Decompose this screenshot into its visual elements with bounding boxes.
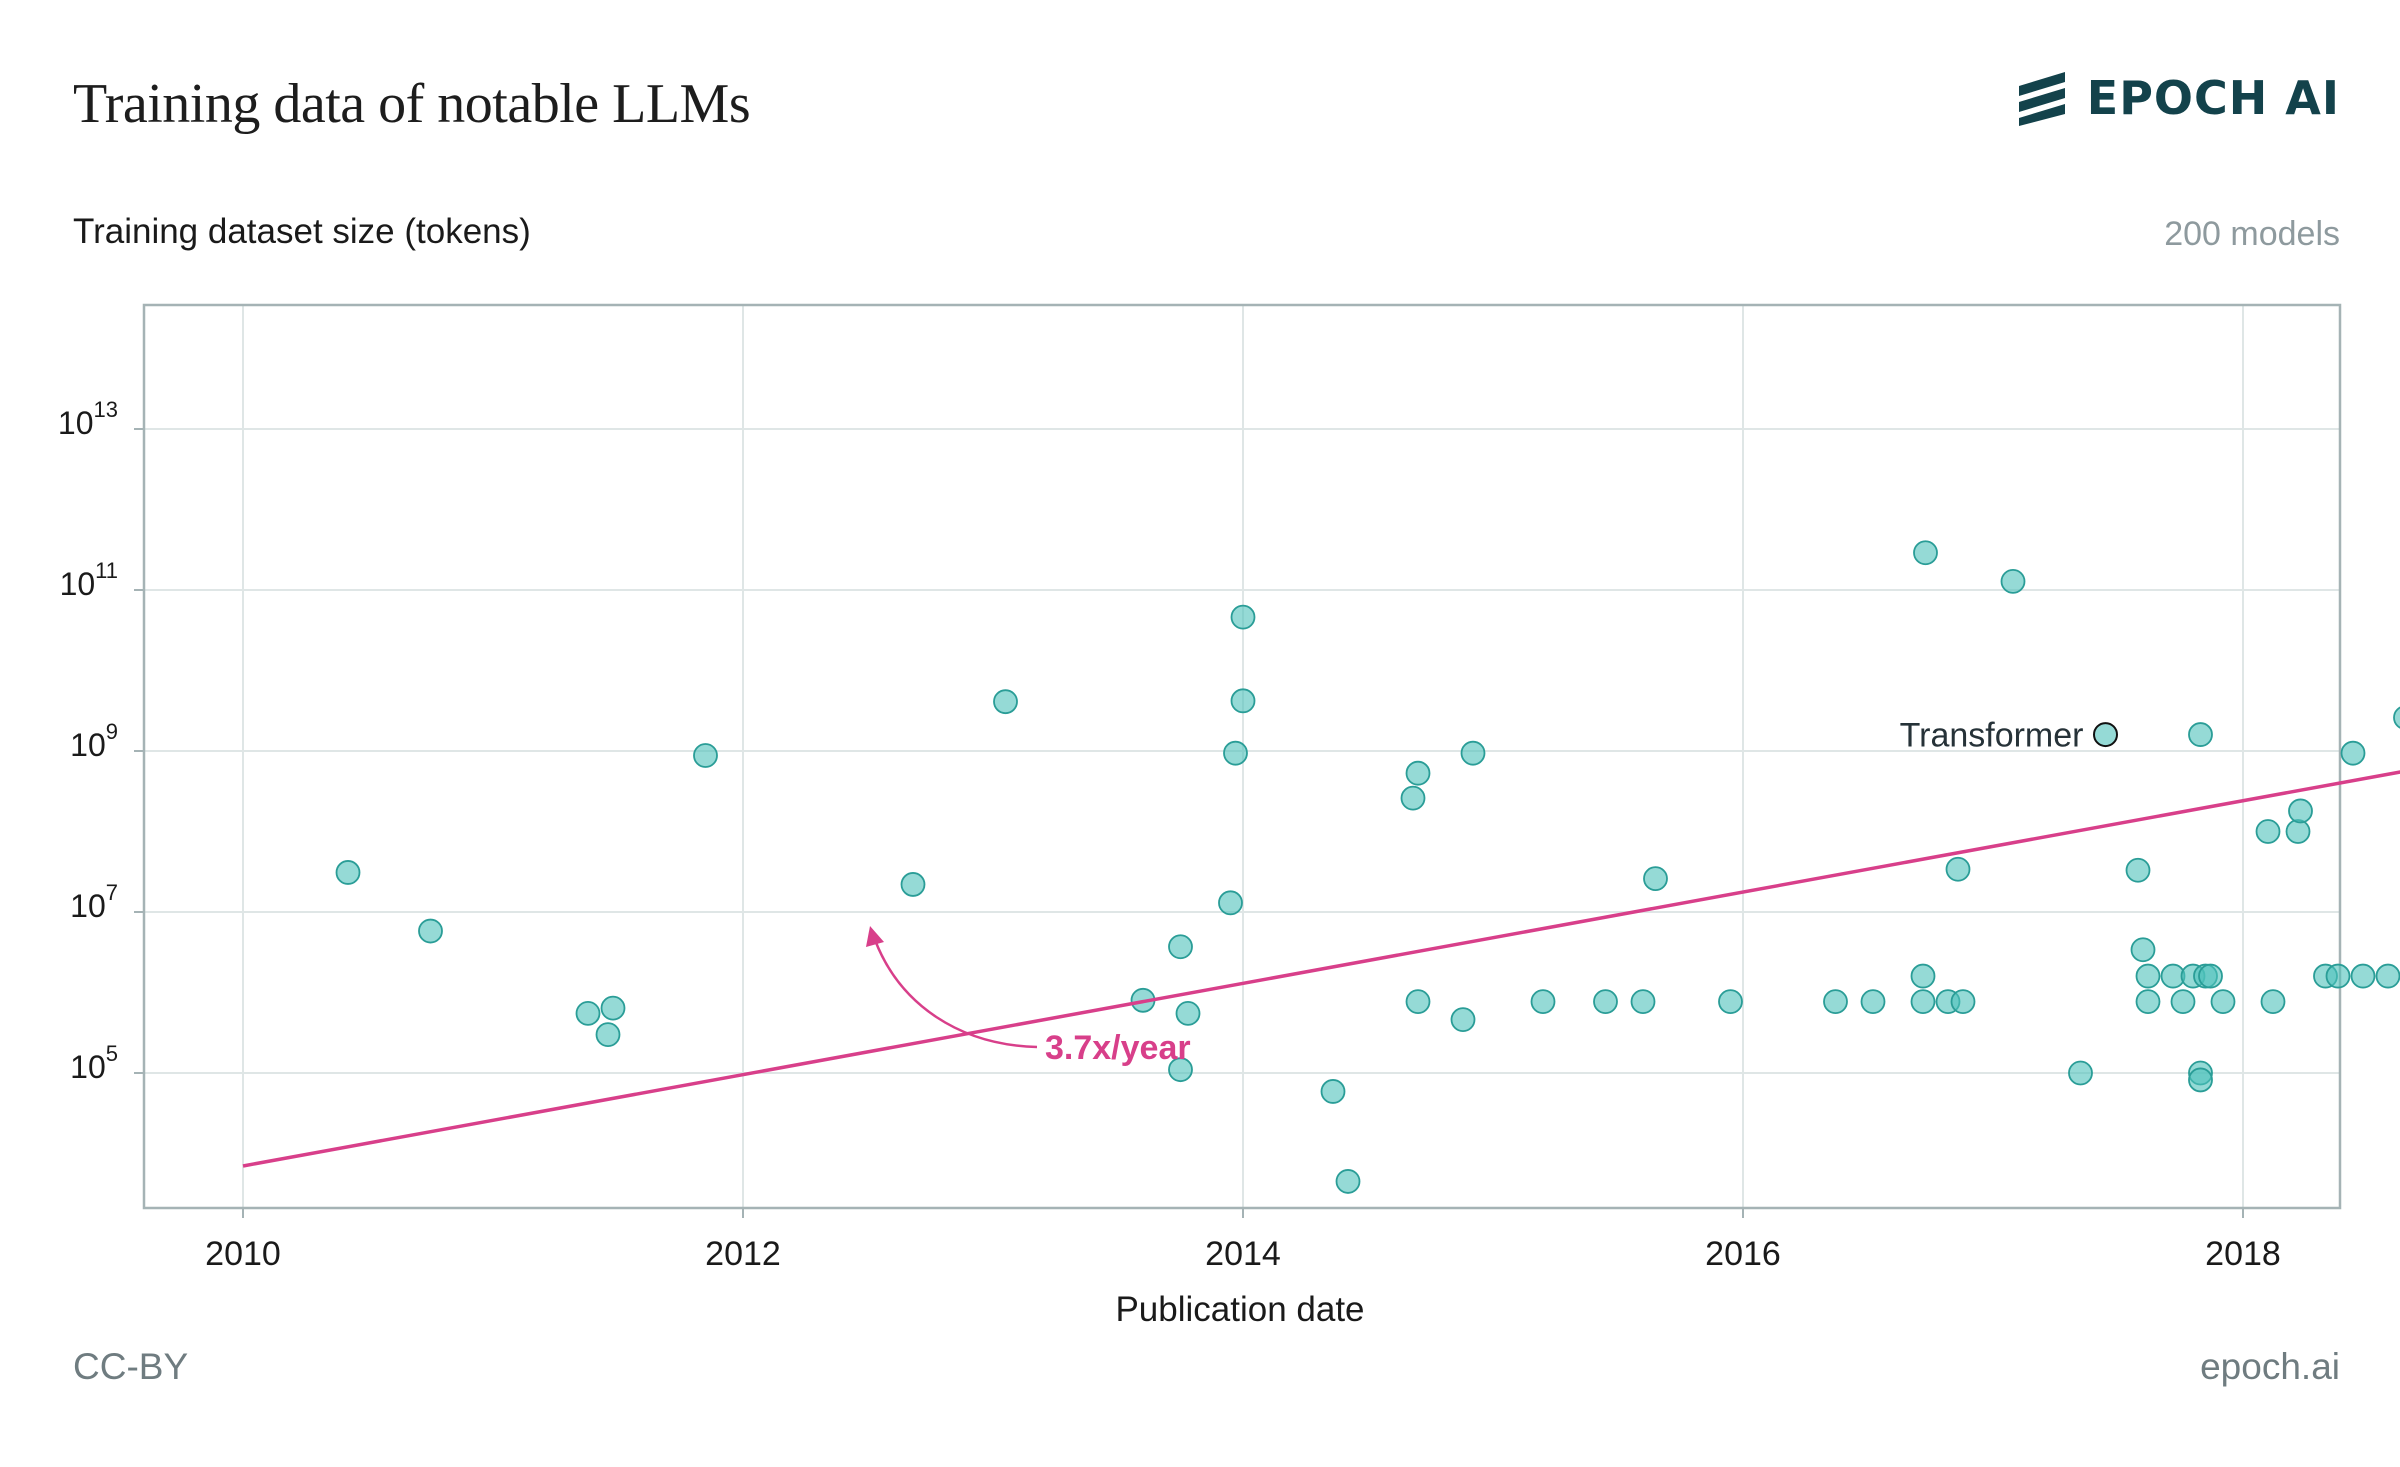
data-point[interactable] [2188,1067,2213,1093]
data-point[interactable] [693,743,718,768]
data-point[interactable] [1910,989,1936,1015]
data-point[interactable] [2340,740,2366,766]
data-point[interactable] [2135,989,2161,1015]
data-point[interactable] [1175,1001,1201,1026]
y-tick-label: 105 [70,1041,118,1085]
data-point[interactable] [1223,740,1248,766]
model-count: 200 models [2164,215,2340,253]
data-point[interactable] [2068,1060,2093,1086]
data-points [335,540,2400,1194]
data-point[interactable] [2325,963,2351,989]
data-point[interactable] [2170,989,2196,1015]
data-point[interactable] [1913,540,1938,566]
data-point[interactable] [1405,989,1431,1015]
y-axis-label: Training dataset size (tokens) [73,212,531,251]
data-point[interactable] [2210,989,2236,1015]
data-point[interactable] [418,918,443,944]
data-point[interactable] [1218,890,1243,916]
x-axis-label: Publication date [1115,1290,1365,1329]
highlighted-label: Transformer [1900,717,2084,755]
chart-title: Training data of notable LLMs [73,73,751,135]
data-point[interactable] [335,860,361,885]
data-point[interactable] [1950,989,1976,1015]
epoch-logo-icon [2018,72,2065,126]
data-point[interactable] [2260,989,2286,1015]
data-point[interactable] [1593,989,1618,1015]
x-tick-label: 2010 [205,1235,281,1273]
data-point[interactable] [2198,963,2223,989]
x-tick-label: 2014 [1205,1235,1281,1273]
data-point[interactable] [1405,760,1431,786]
y-tick-label: 1013 [58,397,118,441]
trend-arrow [873,939,1038,1049]
data-point[interactable] [1168,1057,1193,1083]
data-point[interactable] [2285,819,2311,844]
data-point[interactable] [595,1022,621,1047]
trend-line [242,770,2400,1168]
data-point[interactable] [1945,856,1971,882]
data-point[interactable] [2188,722,2213,747]
data-point[interactable] [2000,568,2026,594]
data-point[interactable] [1450,1007,1476,1033]
y-tick-label: 107 [70,880,118,924]
y-tick-label: 109 [70,719,118,763]
trend-arrowhead [866,926,884,947]
data-point[interactable] [1320,1079,1346,1104]
data-point[interactable] [2375,963,2400,989]
trend-label: 3.7x/year [1045,1029,1191,1067]
data-point[interactable] [1718,989,1743,1015]
data-point[interactable] [1530,989,1556,1015]
data-point[interactable] [2135,963,2161,989]
data-point[interactable] [1823,989,1848,1015]
data-point[interactable] [1168,934,1193,960]
data-point[interactable] [1860,989,1886,1015]
data-point[interactable] [575,1001,601,1026]
data-point[interactable] [2393,706,2400,729]
data-point[interactable] [2130,937,2156,963]
data-point[interactable] [2350,963,2376,989]
highlighted-point[interactable] [2093,722,2118,748]
x-tick-label: 2016 [1705,1235,1781,1273]
data-point[interactable] [1630,989,1656,1015]
data-point[interactable] [1460,740,1486,766]
data-point[interactable] [2125,857,2151,883]
site-link[interactable]: epoch.ai [2200,1346,2340,1387]
grid [144,305,2340,1208]
data-point[interactable] [2288,798,2313,824]
y-tick-label: 1011 [60,558,118,602]
data-point[interactable] [993,689,1018,715]
data-point[interactable] [600,995,626,1021]
x-tick-label: 2012 [705,1235,781,1273]
data-point[interactable] [1910,963,1936,989]
brand-name: EPOCH AI [2086,71,2340,125]
x-tick-label: 2018 [2205,1235,2281,1273]
data-point[interactable] [1400,785,1426,811]
license-label: CC-BY [73,1346,189,1387]
epoch-logo[interactable]: EPOCH AI [2011,70,2340,126]
data-point[interactable] [900,872,926,897]
data-point[interactable] [1230,688,1256,714]
data-point[interactable] [1643,866,1668,891]
highlighted-models: TransformerGPT-3PaLMGPT-4 [1900,717,2118,755]
data-point[interactable] [1335,1169,1361,1194]
data-point[interactable] [1230,604,1256,630]
data-point[interactable] [2255,819,2281,844]
